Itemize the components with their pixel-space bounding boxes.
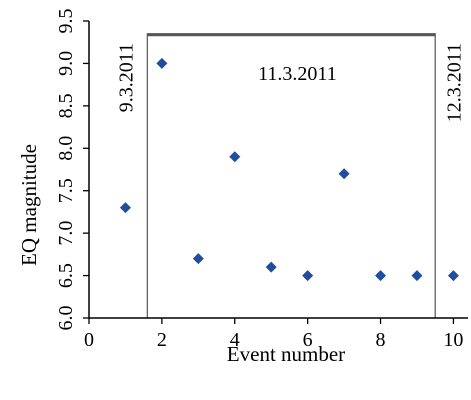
axes bbox=[83, 20, 468, 324]
annotations: 9.3.2011 11.3.2011 12.3.2011 bbox=[115, 43, 465, 122]
y-tick-label: 7.5 bbox=[55, 178, 77, 203]
y-axis-label: EQ magnitude bbox=[17, 144, 41, 266]
x-tick-label: 10 bbox=[443, 329, 463, 351]
data-point bbox=[302, 270, 314, 282]
data-point bbox=[447, 270, 459, 282]
x-tick-label: 8 bbox=[376, 329, 386, 351]
data-points bbox=[119, 57, 459, 282]
date-annotation: 12.3.2011 bbox=[443, 43, 465, 122]
data-point bbox=[375, 270, 387, 282]
tick-labels: 6.0 6.5 7.0 7.5 8.0 8.5 9.0 9.5 0 2 4 6 8 10 bbox=[55, 9, 463, 352]
data-point bbox=[119, 202, 131, 214]
y-tick-label: 8.0 bbox=[55, 136, 77, 161]
y-tick-label: 9.5 bbox=[55, 9, 77, 34]
data-point bbox=[411, 270, 423, 282]
x-tick-label: 6 bbox=[303, 329, 313, 351]
data-point bbox=[156, 57, 168, 69]
date-annotation: 9.3.2011 bbox=[115, 43, 137, 112]
data-point bbox=[265, 261, 277, 273]
data-point bbox=[192, 253, 204, 265]
x-axis-label: Event number bbox=[227, 342, 345, 366]
data-point bbox=[229, 151, 241, 163]
date-region-layer bbox=[146, 33, 436, 318]
date-annotation: 11.3.2011 bbox=[258, 63, 337, 85]
y-tick-label: 7.0 bbox=[55, 221, 77, 246]
x-tick-label: 0 bbox=[84, 329, 94, 351]
data-point bbox=[338, 168, 350, 180]
y-tick-label: 6.0 bbox=[55, 306, 77, 331]
y-tick-label: 9.0 bbox=[55, 51, 77, 76]
y-tick-label: 8.5 bbox=[55, 93, 77, 118]
y-tick-label: 6.5 bbox=[55, 263, 77, 288]
region-top-edge-0 bbox=[147, 33, 436, 37]
x-tick-label: 4 bbox=[230, 329, 240, 351]
x-tick-label: 2 bbox=[157, 329, 167, 351]
